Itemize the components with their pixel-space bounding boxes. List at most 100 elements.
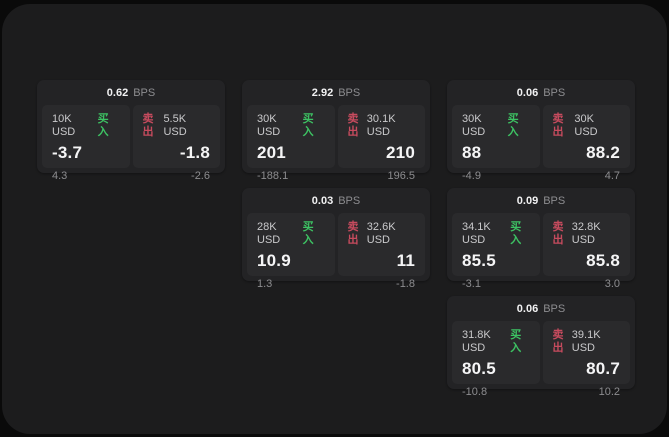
sell-delta: -1.8 xyxy=(396,278,415,290)
sell-delta: 196.5 xyxy=(387,170,415,182)
spread-header: 2.92 BPS xyxy=(242,80,430,105)
buy-sell-panels: 34.1K USD 买入 85.5 -3.1 卖出 32.8K USD 85.8… xyxy=(452,213,630,290)
buy-panel-top-row: 34.1K USD 买入 xyxy=(462,221,530,247)
buy-size-label: 10K USD xyxy=(52,113,76,138)
sell-delta: -2.6 xyxy=(191,170,210,182)
sell-panel[interactable]: 卖出 30K USD 88.2 4.7 xyxy=(542,105,630,182)
buy-side-badge: 买入 xyxy=(510,329,522,354)
sell-size-label: 32.8K USD xyxy=(571,221,601,246)
sell-side-badge: 卖出 xyxy=(552,221,564,246)
spread-unit-label: BPS xyxy=(543,86,566,99)
buy-delta: -4.9 xyxy=(462,170,481,182)
dashboard-window: 0.62 BPS 10K USD 买入 -3.7 4.3 卖出 5.5K USD… xyxy=(2,4,667,434)
buy-delta: -188.1 xyxy=(257,170,289,182)
buy-sell-panels: 30K USD 买入 88 -4.9 卖出 30K USD 88.2 4.7 xyxy=(452,105,630,182)
sell-panel[interactable]: 卖出 5.5K USD -1.8 -2.6 xyxy=(132,105,220,182)
buy-panel-top-row: 10K USD 买入 xyxy=(52,113,120,139)
spread-unit-label: BPS xyxy=(338,194,361,207)
sell-side-badge: 卖出 xyxy=(347,221,359,246)
quote-tile-card: 0.06 BPS 31.8K USD 买入 80.5 -10.8 卖出 39.1… xyxy=(447,296,635,398)
buy-size-label: 30K USD xyxy=(462,113,486,138)
sell-price: 11 xyxy=(396,251,415,270)
buy-panel[interactable]: 28K USD 买入 10.9 1.3 xyxy=(247,213,335,290)
buy-price: 201 xyxy=(257,143,286,162)
sell-price: 210 xyxy=(386,143,415,162)
buy-delta: -3.1 xyxy=(462,278,481,290)
sell-delta: 4.7 xyxy=(604,170,620,182)
sell-panel-top-row: 卖出 39.1K USD xyxy=(553,329,621,355)
quote-tile-card: 0.09 BPS 34.1K USD 买入 85.5 -3.1 卖出 32.8K… xyxy=(447,188,635,290)
spread-value: 0.06 xyxy=(516,86,539,99)
sell-side-badge: 卖出 xyxy=(552,113,564,138)
sell-price: 80.7 xyxy=(586,359,620,378)
buy-side-badge: 买入 xyxy=(302,221,314,246)
buy-panel-top-row: 30K USD 买入 xyxy=(257,113,325,139)
sell-panel[interactable]: 卖出 30.1K USD 210 196.5 xyxy=(337,105,425,182)
buy-price: 85.5 xyxy=(462,251,496,270)
sell-panel-top-row: 卖出 32.8K USD xyxy=(553,221,621,247)
buy-price: 88 xyxy=(462,143,482,162)
buy-size-label: 34.1K USD xyxy=(462,221,491,246)
buy-panel[interactable]: 31.8K USD 买入 80.5 -10.8 xyxy=(452,321,540,398)
buy-side-badge: 买入 xyxy=(507,113,519,138)
buy-side-badge: 买入 xyxy=(302,113,314,138)
buy-panel-top-row: 31.8K USD 买入 xyxy=(462,329,530,355)
buy-price: 80.5 xyxy=(462,359,496,378)
sell-price: 88.2 xyxy=(586,143,620,162)
buy-size-label: 31.8K USD xyxy=(462,329,491,354)
sell-panel-top-row: 卖出 30.1K USD xyxy=(348,113,416,139)
buy-side-badge: 买入 xyxy=(510,221,522,246)
spread-header: 0.09 BPS xyxy=(447,188,635,213)
spread-unit-label: BPS xyxy=(338,86,361,99)
spread-value: 2.92 xyxy=(311,86,334,99)
sell-panel[interactable]: 卖出 39.1K USD 80.7 10.2 xyxy=(542,321,630,398)
spread-value: 0.06 xyxy=(516,302,539,315)
quote-tiles-grid: 0.62 BPS 10K USD 买入 -3.7 4.3 卖出 5.5K USD… xyxy=(37,80,635,398)
spread-unit-label: BPS xyxy=(133,86,156,99)
sell-delta: 3.0 xyxy=(604,278,620,290)
spread-unit-label: BPS xyxy=(543,194,566,207)
buy-panel[interactable]: 34.1K USD 买入 85.5 -3.1 xyxy=(452,213,540,290)
spread-value: 0.03 xyxy=(311,194,334,207)
buy-sell-panels: 28K USD 买入 10.9 1.3 卖出 32.6K USD 11 -1.8 xyxy=(247,213,425,290)
sell-panel-top-row: 卖出 32.6K USD xyxy=(348,221,416,247)
sell-side-badge: 卖出 xyxy=(142,113,154,138)
buy-panel[interactable]: 10K USD 买入 -3.7 4.3 xyxy=(42,105,130,182)
buy-side-badge: 买入 xyxy=(97,113,109,138)
buy-size-label: 30K USD xyxy=(257,113,281,138)
buy-panel[interactable]: 30K USD 买入 88 -4.9 xyxy=(452,105,540,182)
buy-delta: 4.3 xyxy=(52,170,68,182)
sell-panel-top-row: 卖出 5.5K USD xyxy=(143,113,211,139)
quote-tile-card: 2.92 BPS 30K USD 买入 201 -188.1 卖出 30.1K … xyxy=(242,80,430,182)
sell-panel-top-row: 卖出 30K USD xyxy=(553,113,621,139)
quote-tile-card: 0.06 BPS 30K USD 买入 88 -4.9 卖出 30K USD 8… xyxy=(447,80,635,182)
sell-size-label: 30K USD xyxy=(574,113,598,138)
spread-header: 0.06 BPS xyxy=(447,80,635,105)
buy-sell-panels: 30K USD 买入 201 -188.1 卖出 30.1K USD 210 1… xyxy=(247,105,425,182)
buy-size-label: 28K USD xyxy=(257,221,281,246)
quote-tile-card: 0.62 BPS 10K USD 买入 -3.7 4.3 卖出 5.5K USD… xyxy=(37,80,225,182)
spread-unit-label: BPS xyxy=(543,302,566,315)
spread-value: 0.09 xyxy=(516,194,539,207)
buy-sell-panels: 31.8K USD 买入 80.5 -10.8 卖出 39.1K USD 80.… xyxy=(452,321,630,398)
buy-panel-top-row: 28K USD 买入 xyxy=(257,221,325,247)
spread-header: 0.03 BPS xyxy=(242,188,430,213)
sell-size-label: 5.5K USD xyxy=(163,113,187,138)
buy-sell-panels: 10K USD 买入 -3.7 4.3 卖出 5.5K USD -1.8 -2.… xyxy=(42,105,220,182)
sell-panel[interactable]: 卖出 32.8K USD 85.8 3.0 xyxy=(542,213,630,290)
buy-price: 10.9 xyxy=(257,251,291,270)
buy-delta: -10.8 xyxy=(462,386,488,398)
spread-header: 0.06 BPS xyxy=(447,296,635,321)
sell-side-badge: 卖出 xyxy=(552,329,564,354)
sell-size-label: 39.1K USD xyxy=(571,329,601,354)
buy-panel[interactable]: 30K USD 买入 201 -188.1 xyxy=(247,105,335,182)
sell-delta: 10.2 xyxy=(598,386,620,398)
buy-panel-top-row: 30K USD 买入 xyxy=(462,113,530,139)
buy-price: -3.7 xyxy=(52,143,83,162)
sell-price: -1.8 xyxy=(179,143,210,162)
sell-size-label: 30.1K USD xyxy=(366,113,396,138)
spread-header: 0.62 BPS xyxy=(37,80,225,105)
sell-size-label: 32.6K USD xyxy=(366,221,396,246)
sell-panel[interactable]: 卖出 32.6K USD 11 -1.8 xyxy=(337,213,425,290)
